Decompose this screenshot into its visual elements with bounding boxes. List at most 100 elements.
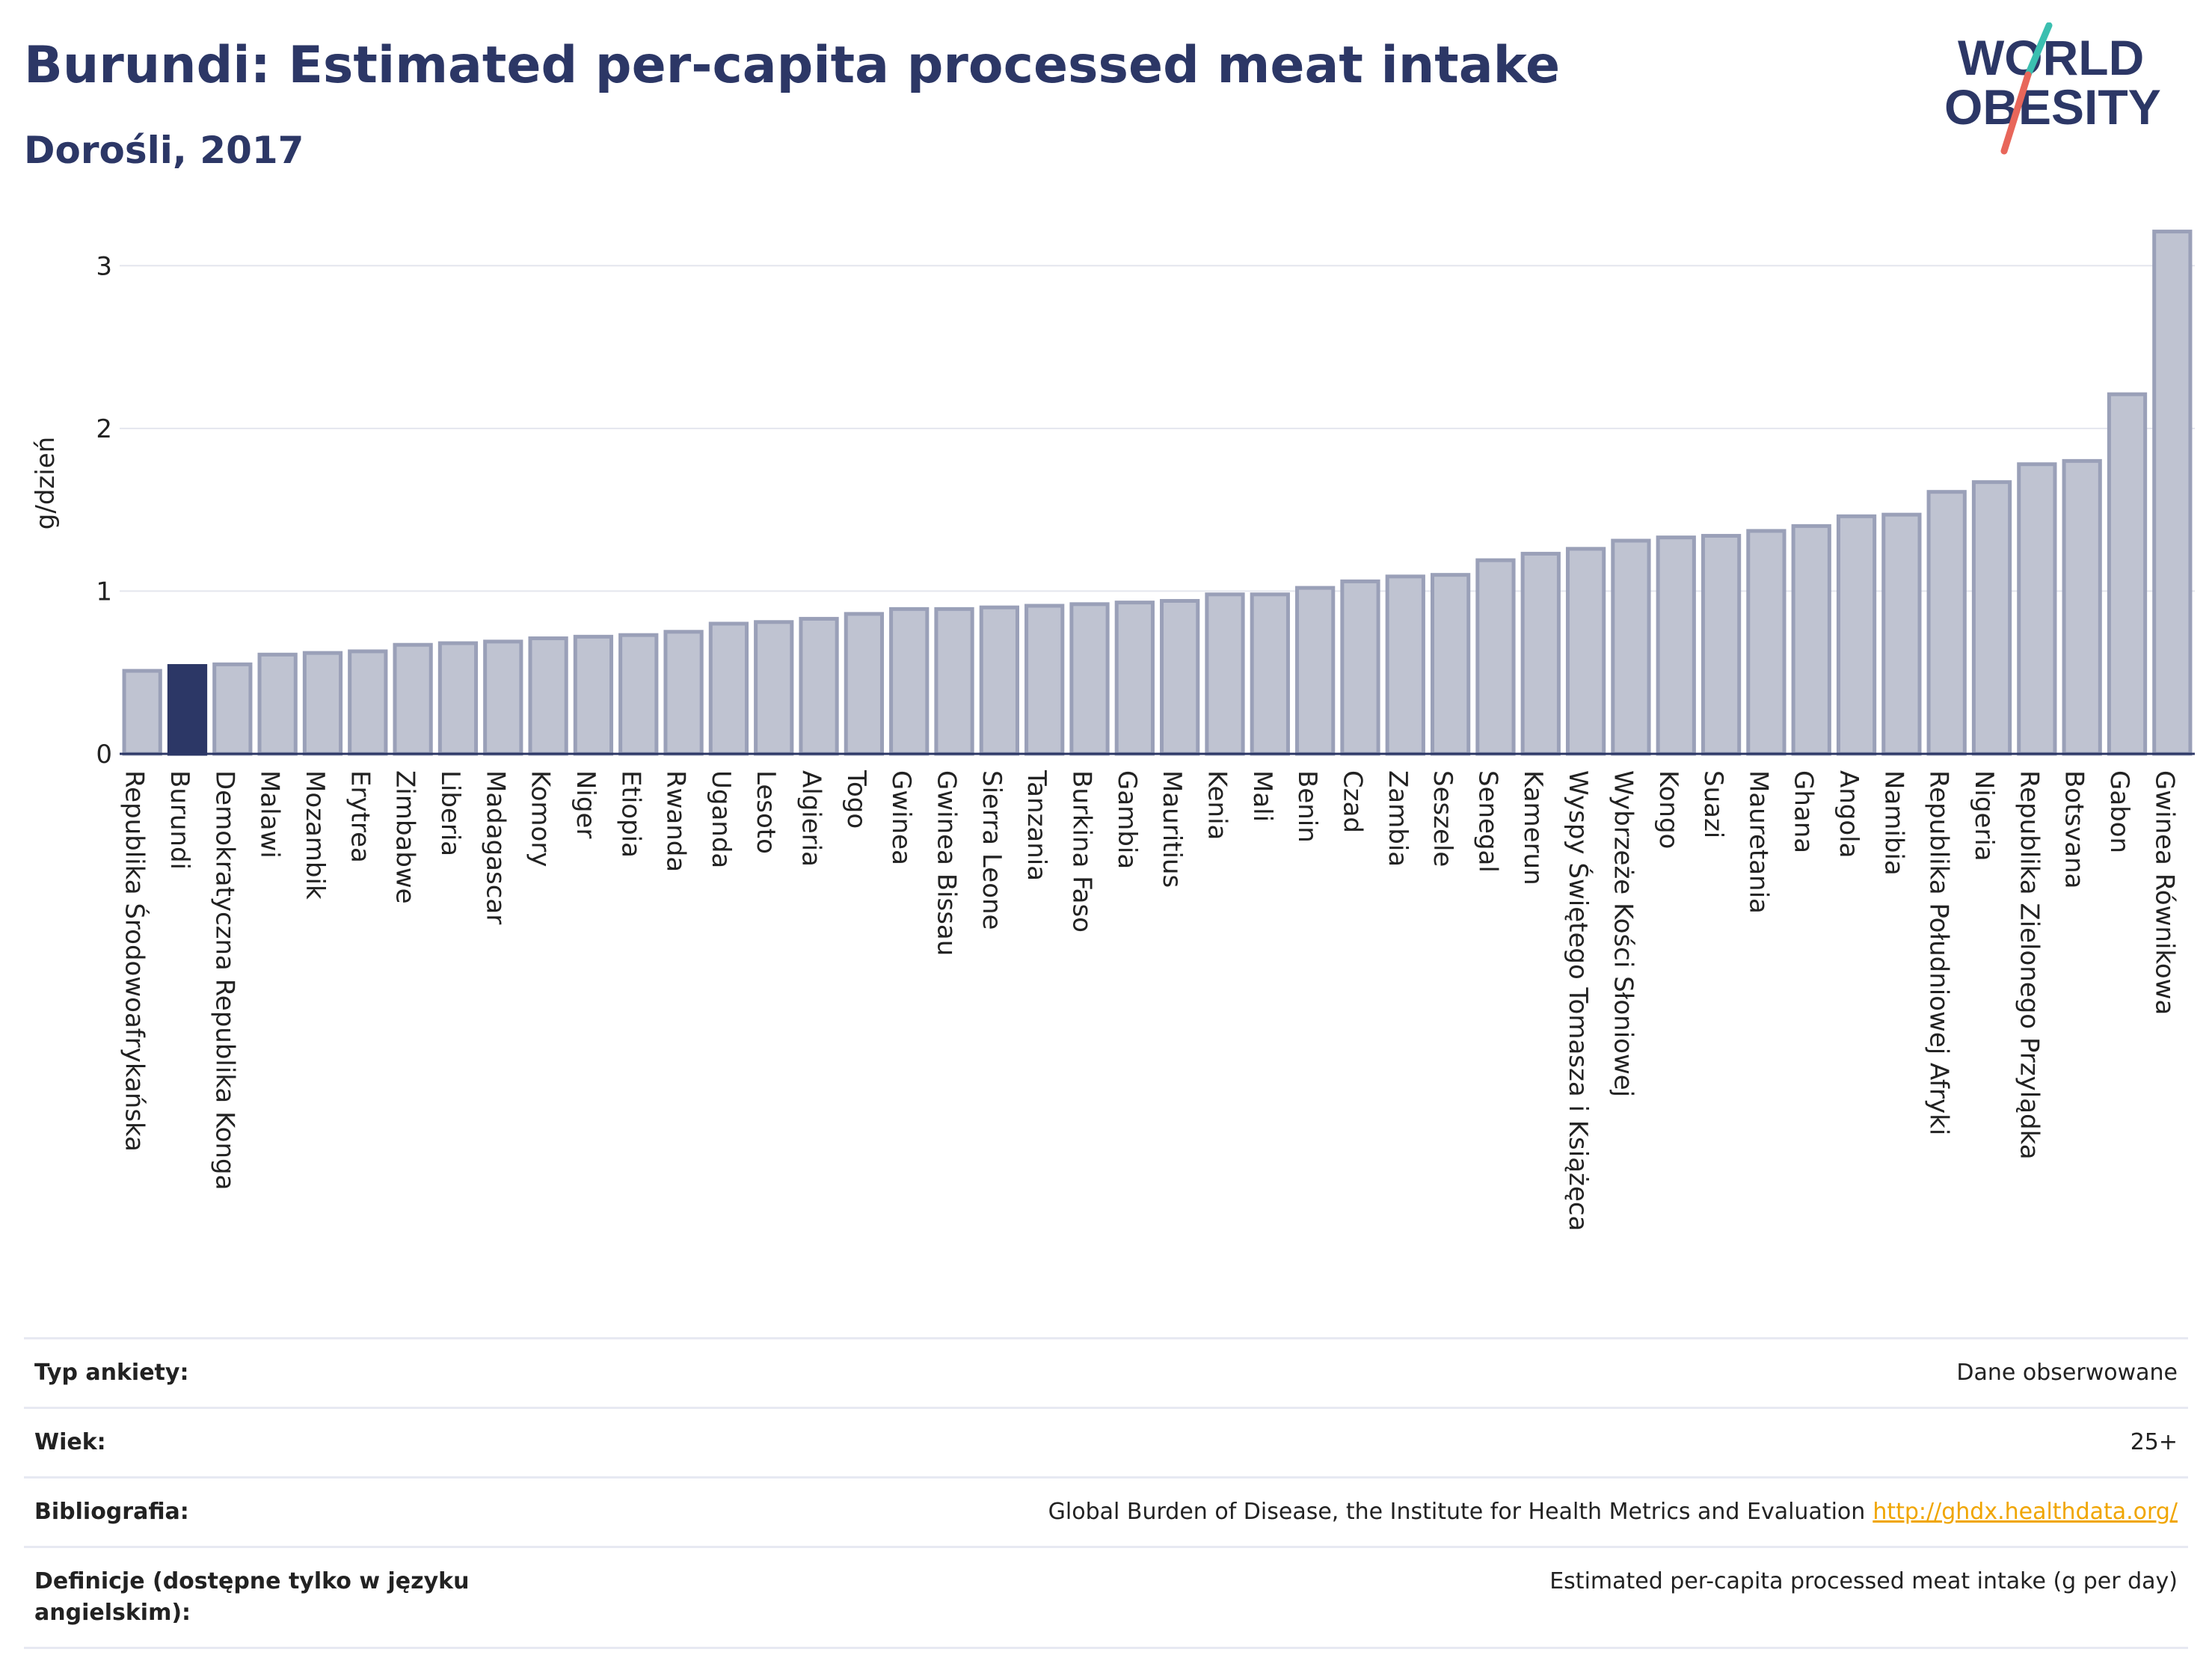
info-label: Wiek: <box>34 1429 106 1455</box>
bar[interactable] <box>1836 514 1877 756</box>
bar[interactable] <box>1295 586 1336 756</box>
bar[interactable] <box>844 612 885 756</box>
y-tick-label: 3 <box>96 251 112 281</box>
bar[interactable] <box>1611 538 1651 756</box>
x-tick-label: Czad <box>1337 770 1367 833</box>
bar[interactable] <box>1475 558 1516 756</box>
bar[interactable] <box>257 652 298 756</box>
bar[interactable] <box>2107 392 2148 756</box>
bar[interactable] <box>754 620 794 756</box>
bar[interactable] <box>799 616 839 756</box>
x-tick-label: Kenia <box>1202 770 1232 840</box>
bar[interactable] <box>1160 598 1200 756</box>
info-value: 25+ <box>2130 1427 2178 1458</box>
bar[interactable] <box>1926 490 1967 756</box>
info-row: Bibliografia: Global Burden of Disease, t… <box>24 1476 2188 1546</box>
x-tick-label: Benin <box>1292 770 1322 843</box>
x-tick-label: Mauretania <box>1743 770 1773 914</box>
x-tick-label: Suazi <box>1698 770 1728 838</box>
bars <box>122 230 2193 756</box>
x-tick-label: Algieria <box>796 770 826 867</box>
x-tick-label: Mauritius <box>1157 770 1187 888</box>
bar[interactable] <box>393 642 433 756</box>
bar[interactable] <box>2152 230 2193 756</box>
x-tick-label: Gwinea Bissau <box>932 770 962 956</box>
x-tick-label: Wybrzeże Kości Słoniowej <box>1608 770 1638 1097</box>
info-row: Definicje (dostępne tylko w języku angie… <box>24 1546 2188 1649</box>
bar[interactable] <box>437 641 479 756</box>
bar-highlighted[interactable] <box>167 664 208 756</box>
bar[interactable] <box>1114 601 1155 756</box>
world-obesity-logo: WORLD OBESITY <box>1944 22 2161 155</box>
x-tick-label: Republika Środowoafrykańska <box>120 770 150 1152</box>
bar[interactable] <box>663 630 704 756</box>
bar[interactable] <box>212 662 253 756</box>
bar[interactable] <box>1385 574 1425 756</box>
info-table: Typ ankiety: Dane obserwowane Wiek: 25+ Bibl… <box>24 1337 2188 1649</box>
bar[interactable] <box>1656 535 1696 756</box>
bar[interactable] <box>934 607 974 756</box>
x-tick-label: Etiopia <box>615 770 645 858</box>
logo-word-world: WORLD <box>1958 30 2144 85</box>
bar[interactable] <box>1340 579 1380 756</box>
x-tick-label: Gwinea <box>886 770 916 865</box>
x-tick-label: Namibia <box>1878 770 1908 876</box>
y-axis-ticks: 0 1 2 3 <box>96 251 112 770</box>
bar[interactable] <box>1746 529 1787 756</box>
info-value: Estimated per-capita processed meat inta… <box>1549 1566 2178 1597</box>
x-tick-label: Sierra Leone <box>977 770 1007 930</box>
bar[interactable] <box>2062 458 2102 756</box>
x-tick-label: Malawi <box>255 770 285 859</box>
x-tick-label: Komory <box>526 770 556 867</box>
bar[interactable] <box>1701 533 1742 756</box>
bar[interactable] <box>1430 573 1471 756</box>
info-row: Typ ankiety: Dane obserwowane <box>24 1337 2188 1407</box>
bar[interactable] <box>1250 592 1290 756</box>
bar[interactable] <box>2017 462 2057 756</box>
info-value-text: Global Burden of Disease, the Institute … <box>1048 1499 1866 1525</box>
x-tick-label: Burkina Faso <box>1067 770 1097 933</box>
x-tick-label: Wyspy Świętego Tomasza i Książęca <box>1563 770 1594 1231</box>
x-tick-label: Uganda <box>706 770 736 868</box>
bar[interactable] <box>1971 480 2012 756</box>
bar[interactable] <box>1205 592 1245 756</box>
x-tick-label: Erytrea <box>345 770 375 863</box>
info-label: Typ ankiety: <box>34 1360 189 1386</box>
x-tick-label: Liberia <box>435 770 465 856</box>
bar[interactable] <box>708 621 749 756</box>
bar[interactable] <box>483 639 523 756</box>
bar[interactable] <box>1520 551 1561 756</box>
bar[interactable] <box>1024 604 1065 756</box>
y-tick-label: 1 <box>96 577 112 607</box>
bar[interactable] <box>1791 523 1831 756</box>
x-tick-label: Zimbabwe <box>390 770 420 904</box>
x-tick-label: Kongo <box>1653 770 1683 849</box>
bar[interactable] <box>618 633 659 756</box>
y-tick-label: 0 <box>96 740 112 770</box>
x-tick-label: Gwinea Równikowa <box>2149 770 2179 1015</box>
bar[interactable] <box>122 669 162 756</box>
bar[interactable] <box>889 607 930 756</box>
x-tick-label: Republika Zielonego Przylądka <box>2014 770 2044 1160</box>
source-link[interactable]: http://ghdx.healthdata.org/ <box>1872 1499 2178 1525</box>
bar[interactable] <box>528 636 568 756</box>
bar[interactable] <box>1565 547 1606 756</box>
info-value-text: 25+ <box>2130 1429 2178 1455</box>
x-tick-label: Gambia <box>1112 770 1142 869</box>
info-value-text: Estimated per-capita processed meat inta… <box>1549 1568 2178 1594</box>
bar[interactable] <box>1069 602 1110 756</box>
bar[interactable] <box>348 649 388 756</box>
bar[interactable] <box>573 634 614 756</box>
y-axis-label: g/dzień <box>31 437 61 529</box>
x-tick-label: Republika Południowej Afryki <box>1924 770 1954 1135</box>
bar[interactable] <box>302 651 343 756</box>
bar[interactable] <box>1881 512 1922 756</box>
x-tick-label: Seszele <box>1428 770 1457 867</box>
x-tick-label: Lesoto <box>751 770 781 854</box>
bar[interactable] <box>979 605 1019 756</box>
x-tick-label: Mozambik <box>300 770 330 900</box>
x-tick-label: Mali <box>1247 770 1277 822</box>
x-tick-label: Togo <box>841 770 871 829</box>
x-tick-label: Gabon <box>2104 770 2134 853</box>
info-label: Bibliografia: <box>34 1499 189 1525</box>
